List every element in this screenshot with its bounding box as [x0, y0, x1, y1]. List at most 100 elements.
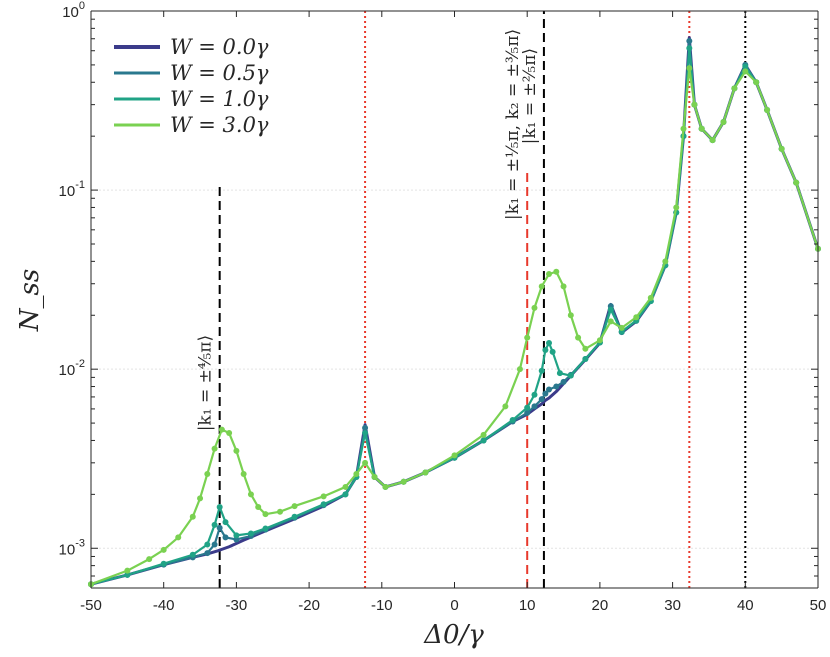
series-point	[222, 519, 229, 526]
series-point	[531, 403, 538, 410]
series-point	[480, 437, 487, 444]
series-point	[277, 508, 284, 515]
series-point	[764, 107, 771, 114]
y-tick-label: 10-2	[59, 358, 85, 379]
series-point	[546, 271, 553, 277]
x-tick-label: 20	[592, 597, 609, 614]
series-point	[618, 324, 625, 331]
series-point	[582, 355, 589, 362]
series-point	[538, 367, 545, 374]
series-point	[353, 470, 360, 477]
series-point	[531, 304, 538, 311]
series-point	[686, 65, 693, 72]
series-point	[753, 79, 760, 86]
x-tick-label: -10	[371, 597, 393, 614]
series-point	[607, 306, 614, 313]
legend-label: W = 1.0γ	[170, 87, 269, 111]
x-tick-label: 0	[450, 597, 458, 614]
series-point	[686, 45, 693, 52]
series-point	[556, 370, 563, 377]
series-point	[240, 470, 247, 477]
x-tick-label: -20	[298, 597, 320, 614]
series-point	[320, 501, 327, 508]
series-point	[204, 550, 211, 557]
series-point	[362, 459, 369, 466]
series-point	[673, 204, 680, 211]
series-point	[247, 530, 254, 537]
series-point	[204, 470, 211, 477]
series-point	[160, 560, 167, 567]
series-point	[222, 534, 229, 541]
x-tick-label: 50	[810, 597, 827, 614]
series-point	[538, 396, 545, 403]
series-point	[524, 404, 531, 411]
series-point	[793, 179, 800, 186]
series-point	[546, 386, 553, 393]
series-point	[211, 521, 218, 528]
series-point	[549, 348, 556, 355]
series-point	[538, 283, 545, 290]
series-point	[680, 125, 687, 132]
series-point	[262, 525, 269, 532]
series-point	[233, 447, 240, 454]
series-point	[124, 571, 131, 578]
series-point	[524, 334, 531, 341]
series-point	[218, 426, 225, 433]
series-point	[124, 567, 131, 574]
x-tick-label: 10	[519, 597, 536, 614]
series-point	[560, 378, 567, 385]
series-point	[255, 504, 262, 510]
series-point	[731, 85, 738, 92]
plot-background	[91, 11, 818, 588]
series-point	[320, 493, 327, 500]
annotation-label: |k₁ = ±⁴⁄₅π⟩	[196, 335, 216, 431]
y-tick-label: 10-1	[59, 179, 85, 200]
series-point	[216, 504, 223, 510]
series-point	[400, 478, 407, 485]
series-point	[575, 334, 582, 341]
x-axis-title: Δ0/γ	[423, 620, 484, 650]
series-point	[582, 345, 589, 352]
annotation-label: |k₁ = ±¹⁄₅π, k₂ = ±³⁄₅π⟩	[503, 29, 523, 220]
series-point	[160, 546, 167, 553]
series-point	[480, 431, 487, 438]
series-point	[531, 391, 538, 398]
series-point	[607, 318, 614, 325]
series-point	[422, 469, 429, 476]
series-point	[647, 294, 654, 301]
series-point	[686, 38, 693, 44]
y-axis-title: N_ss	[15, 269, 45, 332]
annotations: |k₁ = ±⁴⁄₅π⟩ |k₁ = ±¹⁄₅π, k₂ = ±³⁄₅π⟩|k₁ …	[196, 29, 540, 431]
series-point	[596, 337, 603, 344]
series-point	[553, 268, 560, 275]
series-point	[720, 119, 727, 125]
series-point	[451, 452, 458, 459]
x-tick-label: 30	[664, 597, 681, 614]
series-point	[362, 430, 369, 437]
series-point	[742, 68, 749, 75]
legend-label: W = 0.5γ	[170, 61, 269, 85]
series-point	[778, 145, 785, 152]
series-point	[342, 491, 349, 498]
y-tick-label: 100	[62, 0, 85, 21]
series-point	[371, 474, 378, 480]
series-point	[524, 409, 531, 416]
series-point	[698, 125, 705, 132]
series-point	[189, 513, 196, 520]
series-point	[709, 137, 716, 144]
series-point	[553, 383, 560, 390]
series-point	[567, 372, 574, 379]
series-point	[560, 283, 567, 290]
x-tick-label: -40	[153, 597, 175, 614]
series-point	[691, 101, 698, 108]
series-point	[211, 445, 218, 452]
ticks: -50 -40 -30 -20 -10 0 10 20 30 40 50 10-3 10-2 10-1 10…	[59, 0, 827, 614]
series-point	[542, 390, 549, 397]
series-point	[197, 495, 204, 502]
series-point	[262, 511, 269, 518]
series-point	[502, 403, 509, 410]
series-point	[189, 551, 196, 558]
legend-label: W = 0.0γ	[170, 35, 269, 59]
series-point	[382, 483, 389, 490]
